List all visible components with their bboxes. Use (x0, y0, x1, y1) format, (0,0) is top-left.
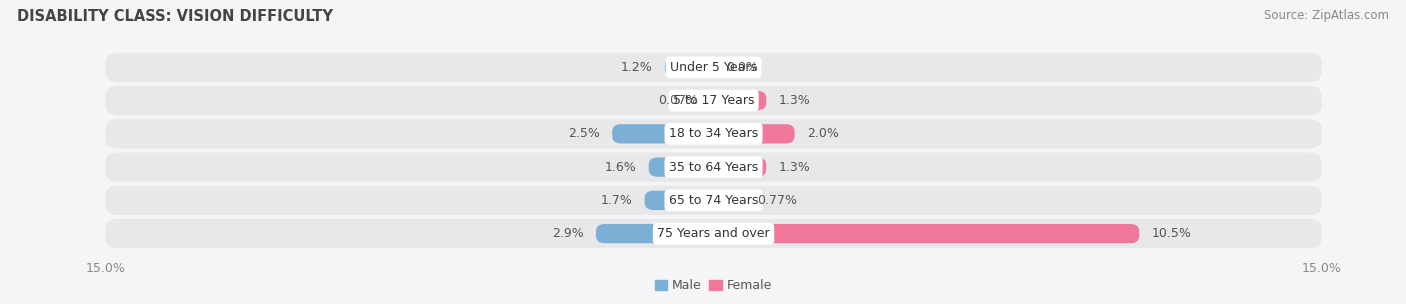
Text: 1.7%: 1.7% (600, 194, 633, 207)
Text: 2.5%: 2.5% (568, 127, 600, 140)
Text: 1.6%: 1.6% (605, 161, 637, 174)
FancyBboxPatch shape (105, 53, 1322, 82)
FancyBboxPatch shape (612, 124, 713, 143)
FancyBboxPatch shape (105, 219, 1322, 248)
Text: 35 to 64 Years: 35 to 64 Years (669, 161, 758, 174)
Text: 0.07%: 0.07% (658, 94, 699, 107)
FancyBboxPatch shape (665, 58, 713, 77)
Text: 10.5%: 10.5% (1152, 227, 1191, 240)
Text: 65 to 74 Years: 65 to 74 Years (669, 194, 758, 207)
Text: 2.0%: 2.0% (807, 127, 838, 140)
FancyBboxPatch shape (713, 157, 766, 177)
Text: 1.3%: 1.3% (779, 94, 810, 107)
Text: DISABILITY CLASS: VISION DIFFICULTY: DISABILITY CLASS: VISION DIFFICULTY (17, 9, 333, 24)
Legend: Male, Female: Male, Female (650, 275, 778, 297)
Text: Source: ZipAtlas.com: Source: ZipAtlas.com (1264, 9, 1389, 22)
FancyBboxPatch shape (105, 119, 1322, 148)
Text: 5 to 17 Years: 5 to 17 Years (673, 94, 754, 107)
FancyBboxPatch shape (105, 86, 1322, 115)
FancyBboxPatch shape (713, 124, 794, 143)
FancyBboxPatch shape (596, 224, 713, 243)
FancyBboxPatch shape (713, 91, 766, 110)
Text: 0.77%: 0.77% (756, 194, 797, 207)
FancyBboxPatch shape (105, 186, 1322, 215)
FancyBboxPatch shape (648, 157, 713, 177)
FancyBboxPatch shape (105, 153, 1322, 182)
FancyBboxPatch shape (704, 91, 720, 110)
Text: 0.0%: 0.0% (725, 61, 758, 74)
Text: 75 Years and over: 75 Years and over (657, 227, 770, 240)
Text: 1.3%: 1.3% (779, 161, 810, 174)
Text: Under 5 Years: Under 5 Years (671, 61, 756, 74)
Text: 18 to 34 Years: 18 to 34 Years (669, 127, 758, 140)
Text: 2.9%: 2.9% (553, 227, 583, 240)
FancyBboxPatch shape (713, 224, 1139, 243)
FancyBboxPatch shape (644, 191, 713, 210)
Text: 1.2%: 1.2% (621, 61, 652, 74)
FancyBboxPatch shape (713, 191, 745, 210)
